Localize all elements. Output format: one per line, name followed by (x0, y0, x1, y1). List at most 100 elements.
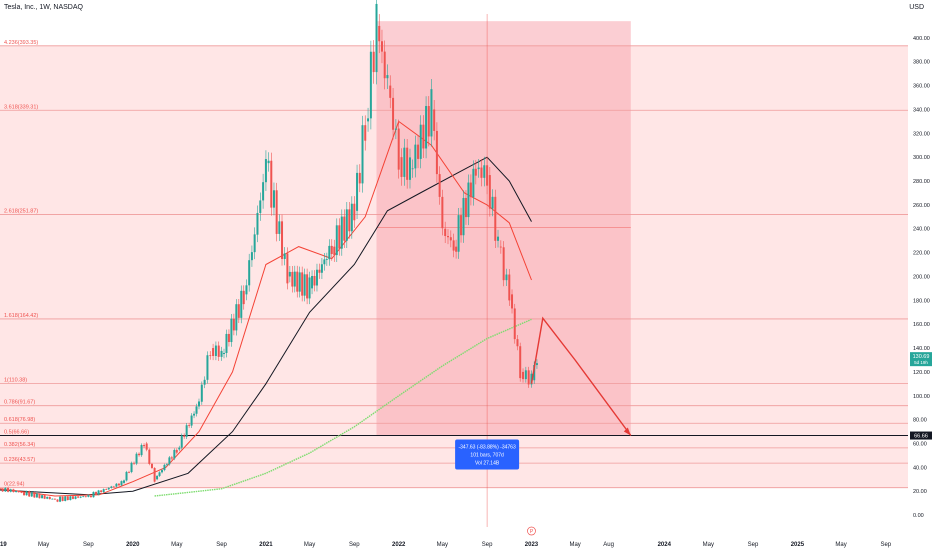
candle (464, 197, 467, 218)
fib-label: 2.618(251.87) (4, 209, 38, 215)
measure-tooltip (455, 439, 520, 470)
candle (422, 124, 425, 149)
candle (350, 203, 353, 232)
y-tick-label: 260.00 (913, 203, 930, 209)
candle (232, 318, 235, 331)
x-tick-label: Sep (748, 542, 759, 548)
x-tick-label: 2022 (392, 542, 406, 548)
candle (235, 304, 238, 331)
candle (467, 182, 470, 218)
candle (148, 449, 151, 464)
candle (330, 245, 333, 255)
candle (145, 443, 148, 450)
candle (427, 106, 430, 137)
x-tick-label: May (304, 542, 315, 548)
candle (340, 216, 343, 249)
candle (248, 260, 251, 286)
candle (9, 489, 12, 492)
fib-label: 0.5(66.66) (4, 430, 29, 436)
candle (270, 160, 273, 208)
candle (117, 483, 120, 486)
candle (133, 462, 136, 464)
candle (15, 490, 18, 493)
candle (35, 493, 38, 498)
candle (173, 449, 176, 459)
candle (272, 190, 275, 208)
candle (220, 350, 223, 357)
candle (408, 157, 411, 180)
candle (1, 488, 4, 492)
candle (301, 272, 304, 296)
candle (178, 447, 181, 450)
candle (522, 371, 525, 380)
candle (242, 290, 245, 305)
candle (499, 246, 502, 248)
x-tick-label: 2025 (791, 542, 805, 548)
candle (444, 228, 447, 237)
fib-label: 1(110.38) (4, 377, 27, 383)
x-tick-label: 2023 (525, 542, 539, 548)
candle (281, 221, 284, 259)
candle (524, 370, 527, 380)
candle (378, 25, 381, 42)
last-price-tag (910, 352, 932, 367)
candle (483, 165, 486, 178)
x-tick-label: Sep (216, 542, 227, 548)
candle (308, 277, 311, 299)
candle (59, 496, 62, 502)
candle (115, 483, 118, 487)
fib-label: 0.786(91.67) (4, 400, 35, 406)
measure-tooltip-line-1: -347.63 (-83.88%) -34763 (458, 445, 515, 451)
candle (140, 445, 143, 456)
candle (278, 221, 281, 234)
candle (313, 275, 316, 286)
candle (74, 496, 77, 499)
candle (286, 253, 289, 284)
candle (25, 491, 28, 496)
y-tick-label: 100.00 (913, 394, 930, 400)
level-price-value: 66.66 (914, 434, 928, 440)
y-tick-label: 40.00 (913, 465, 927, 471)
candle (79, 496, 82, 498)
candle (87, 494, 90, 497)
candle (527, 370, 530, 385)
candle (197, 401, 200, 407)
candle (264, 159, 267, 183)
candle (446, 236, 449, 238)
y-tick-label: 400.00 (913, 36, 930, 42)
candle (533, 365, 536, 381)
candle (291, 271, 294, 287)
candle (212, 348, 215, 357)
x-tick-label: May (703, 542, 714, 548)
candle (364, 125, 367, 141)
candle (225, 333, 228, 353)
candle (505, 274, 508, 281)
fib-label: 1.618(164.42) (4, 313, 38, 319)
candle (188, 425, 191, 426)
y-tick-label: 20.00 (913, 489, 927, 495)
candle (33, 492, 36, 498)
candle (190, 415, 193, 426)
candle (84, 496, 87, 498)
candle (389, 85, 392, 98)
candle (474, 168, 477, 176)
candle (61, 496, 64, 501)
y-tick-label: 200.00 (913, 274, 930, 280)
candle (125, 471, 128, 481)
candle (508, 274, 511, 301)
candle (397, 128, 400, 170)
candle (168, 457, 171, 465)
candle (227, 333, 230, 343)
candle (435, 130, 438, 175)
candle (185, 425, 188, 437)
candle (462, 197, 465, 236)
candle (56, 499, 59, 502)
candle (375, 3, 378, 73)
candle (95, 491, 98, 495)
candle (165, 464, 168, 466)
y-tick-label: 380.00 (913, 60, 930, 66)
candle (89, 495, 92, 498)
y-tick-label: 80.00 (913, 418, 927, 424)
candle (367, 118, 370, 122)
